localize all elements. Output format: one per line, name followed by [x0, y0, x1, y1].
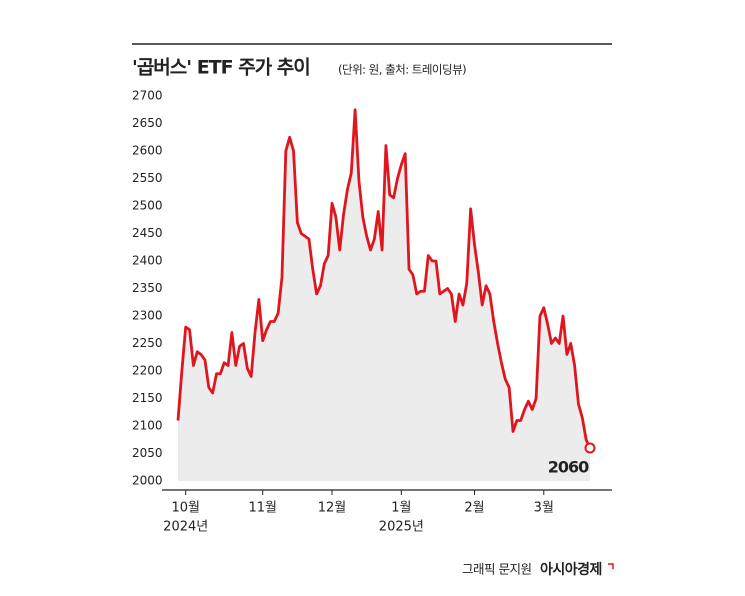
y-tick-label: 2350	[132, 281, 163, 295]
x-tick-label: 2월	[464, 501, 484, 516]
y-tick-label: 2550	[132, 171, 163, 185]
line	[176, 108, 592, 449]
y-tick-label: 2650	[132, 116, 163, 130]
y-tick-label: 2700	[132, 89, 163, 103]
credit: 그래픽 문지원	[462, 562, 531, 577]
y-tick-label: 2500	[132, 199, 163, 213]
y-tick-label: 2300	[132, 309, 163, 323]
y-tick-label: 2100	[132, 419, 163, 433]
x-tick-label: 3월	[534, 501, 554, 516]
y-tick-label: 2450	[132, 226, 163, 240]
y-tick-label: 2000	[132, 474, 163, 488]
x-year-label: 2025년	[379, 520, 424, 535]
end-value-label: 2060	[548, 458, 589, 477]
x-tick-label: 12월	[318, 501, 347, 516]
chart-title: '곱버스' ETF 주가 추이	[132, 57, 310, 79]
x-tick-label: 10월	[171, 501, 200, 516]
y-tick-label: 2050	[132, 446, 163, 460]
y-tick-label: 2200	[132, 364, 163, 378]
x-year-label: 2024년	[163, 520, 208, 535]
source-logo: 아시아경제	[540, 561, 602, 578]
chart-subtitle: (단위: 원, 출처: 트레이딩뷰)	[338, 63, 466, 77]
end-marker	[584, 442, 596, 454]
y-tick-label: 2400	[132, 254, 163, 268]
x-tick-label: 1월	[391, 501, 411, 516]
y-tick-label: 2250	[132, 336, 163, 350]
x-tick-label: 11월	[248, 501, 277, 516]
logo-mark	[608, 563, 614, 569]
y-tick-label: 2600	[132, 144, 163, 158]
y-tick-label: 2150	[132, 391, 163, 405]
area	[178, 109, 590, 481]
